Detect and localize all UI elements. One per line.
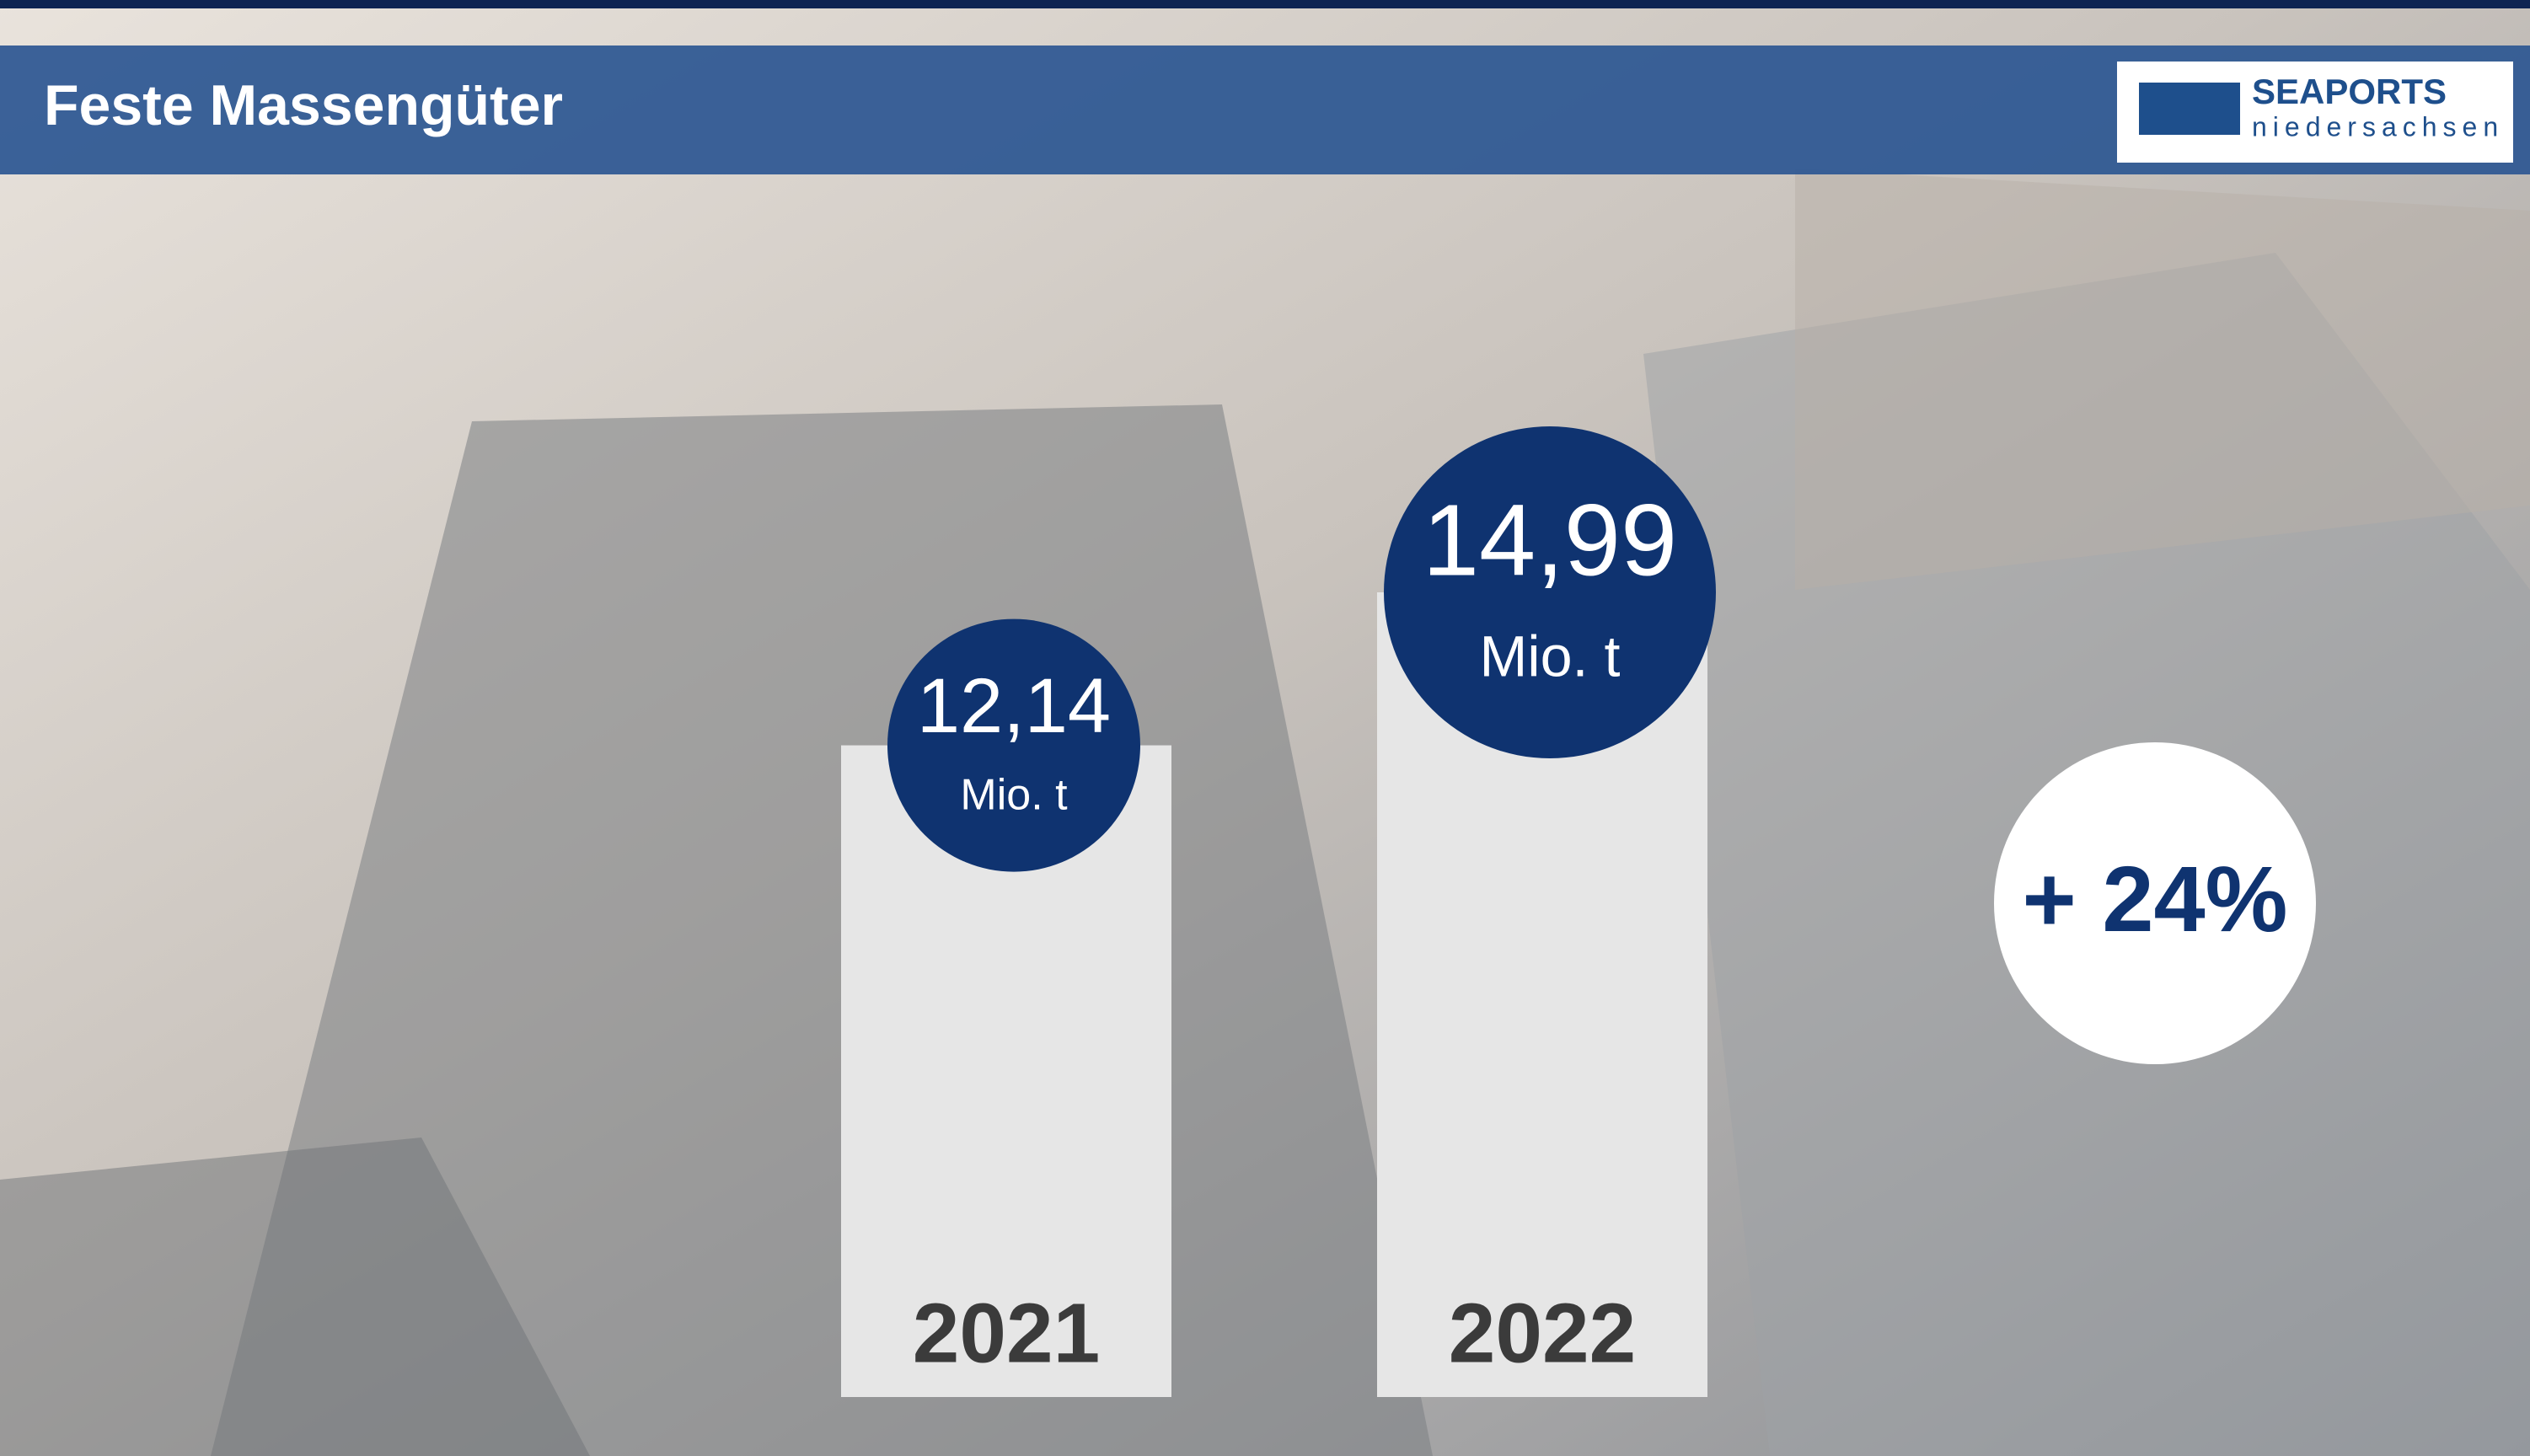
value-unit: Mio. t [1480, 624, 1621, 688]
logo-subtitle: niedersachsen [2252, 111, 2504, 142]
page: Feste Massengüter SEAPORTS niedersachsen… [0, 0, 2530, 1456]
logo-mark [2139, 83, 2240, 135]
chart: Feste Massengüter SEAPORTS niedersachsen… [0, 0, 2530, 1456]
title: Feste Massengüter [44, 73, 563, 137]
logo-name: SEAPORTS [2252, 72, 2447, 111]
annotation: + 24% [2023, 848, 2288, 951]
x-tick-label: 2022 [1449, 1286, 1636, 1380]
value-label: 14,99 [1423, 483, 1677, 597]
value-label: 12,14 [917, 663, 1111, 749]
x-tick-label: 2021 [913, 1286, 1100, 1380]
value-unit: Mio. t [960, 770, 1068, 819]
top-stripe [0, 0, 2530, 8]
